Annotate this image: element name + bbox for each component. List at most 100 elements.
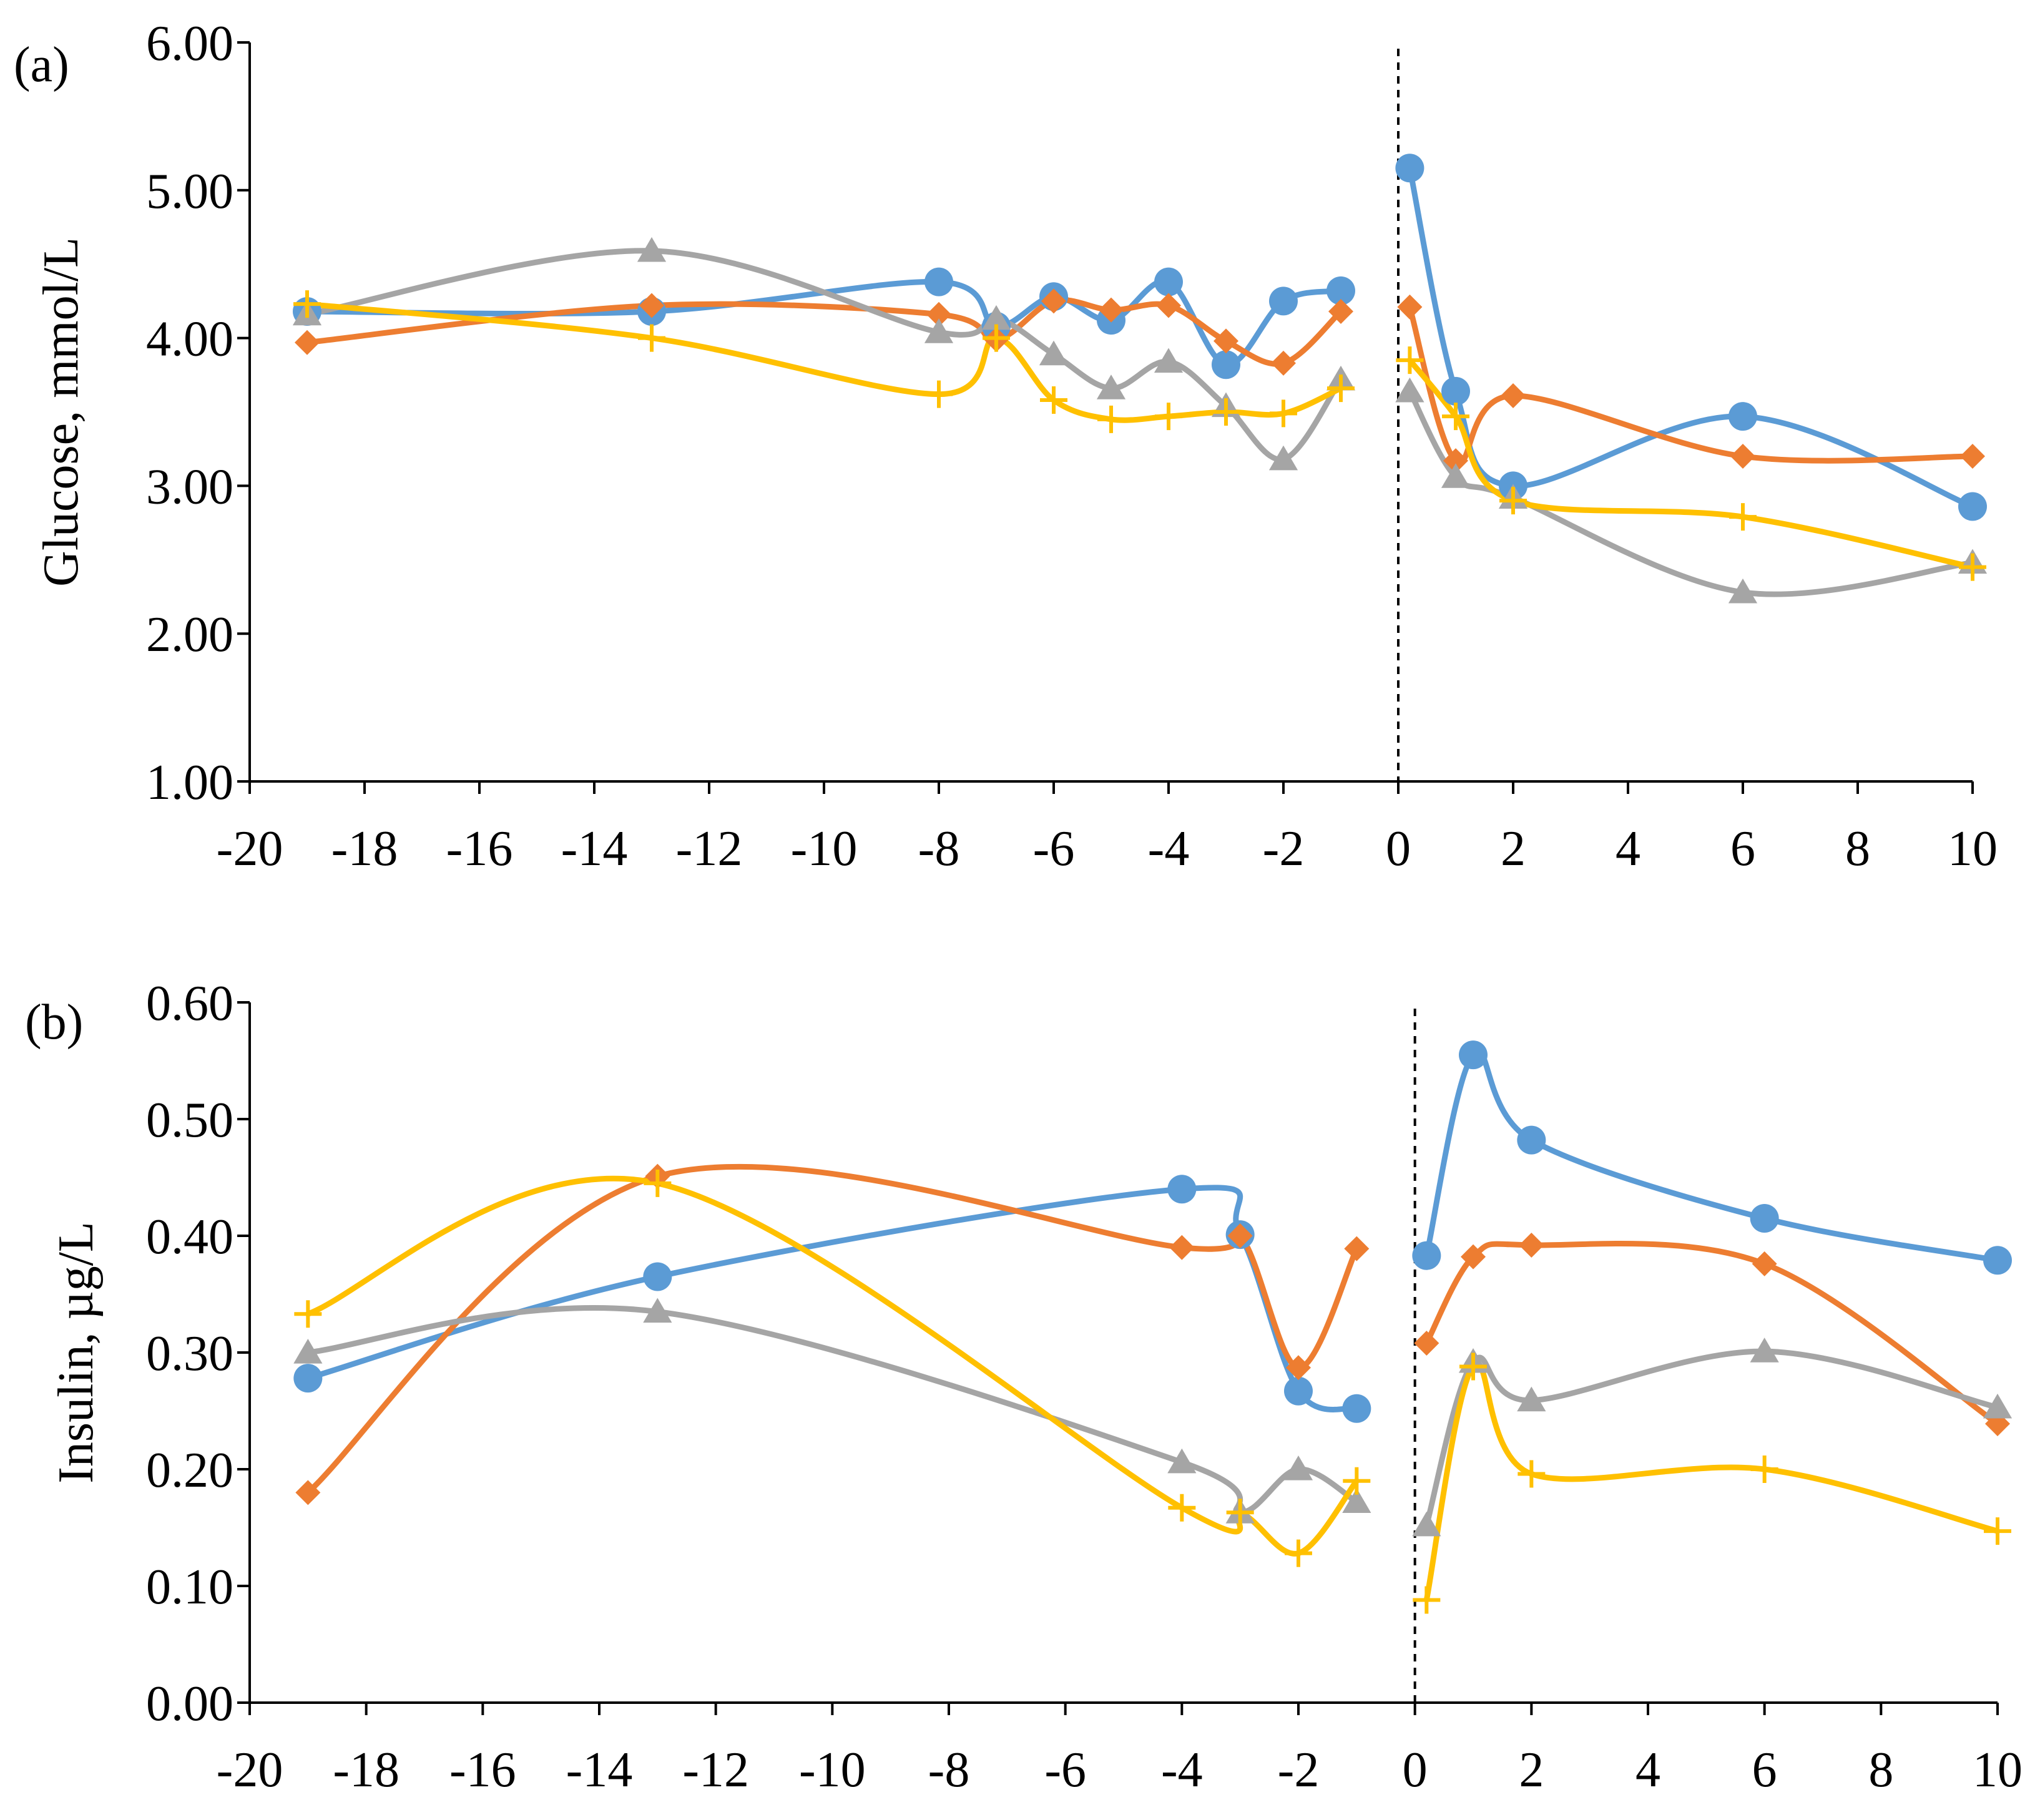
series-line-segment — [305, 1304, 1360, 1515]
y-tick-label: 2.00 — [146, 607, 233, 662]
x-tick-label: -16 — [449, 1743, 516, 1798]
data-point-circle — [924, 267, 953, 296]
data-point-circle — [1412, 1241, 1441, 1270]
data-point-triangle — [1983, 1393, 2013, 1419]
x-tick-label: -14 — [561, 821, 628, 876]
x-tick-label: -18 — [333, 1743, 400, 1798]
series-line-segment — [1423, 1241, 2001, 1427]
data-point-circle — [1167, 1175, 1197, 1204]
data-point-circle — [1441, 376, 1470, 406]
x-tick-label: -14 — [566, 1743, 633, 1798]
data-point-plus — [1984, 1517, 2011, 1545]
x-tick-label: -20 — [217, 1743, 283, 1798]
data-point-circle — [1395, 154, 1424, 183]
data-point-diamond — [1214, 328, 1238, 354]
x-tick-label: 10 — [1948, 821, 1998, 876]
data-point-triangle — [1039, 340, 1069, 366]
y-tick-label: 0.20 — [146, 1443, 233, 1498]
data-point-circle — [1728, 402, 1757, 431]
data-point-circle — [1212, 350, 1240, 379]
data-point-plus — [1729, 503, 1757, 531]
y-tick-label: 5.00 — [146, 164, 233, 219]
y-tick-label: 0.00 — [146, 1676, 233, 1731]
x-tick-label: 6 — [1730, 821, 1755, 876]
x-tick-label: 8 — [1845, 821, 1870, 876]
data-point-diamond — [1752, 1251, 1777, 1276]
data-point-diamond — [1730, 444, 1755, 469]
data-point-circle — [1983, 1246, 2012, 1275]
y-axis-title: Insulin, µg/L — [49, 1221, 104, 1483]
data-point-triangle — [643, 1298, 672, 1323]
data-point-plus — [1155, 403, 1182, 431]
series-2-markers — [295, 288, 1985, 474]
data-point-diamond — [639, 293, 664, 318]
data-point-circle — [1750, 1203, 1779, 1233]
x-tick-label: 4 — [1616, 821, 1640, 876]
x-tick-label: -10 — [799, 1743, 866, 1798]
data-point-plus — [1327, 374, 1355, 403]
data-point-plus — [1413, 1586, 1441, 1614]
data-point-plus — [1285, 1539, 1312, 1567]
x-tick-label: -18 — [331, 821, 398, 876]
data-point-plus — [1270, 399, 1297, 428]
data-point-triangle — [1517, 1386, 1546, 1412]
data-point-triangle — [1167, 1448, 1197, 1474]
data-point-circle — [643, 1262, 672, 1291]
data-point-plus — [1040, 386, 1067, 414]
x-tick-label: 2 — [1519, 1743, 1544, 1798]
y-tick-label: 0.10 — [146, 1560, 233, 1615]
data-point-circle — [293, 1364, 323, 1393]
data-point-plus — [1750, 1456, 1778, 1483]
data-point-triangle — [1395, 377, 1424, 403]
data-point-diamond — [1286, 1355, 1311, 1381]
series-2-diamond — [304, 297, 1976, 466]
series-4-markers — [293, 290, 1986, 581]
data-point-triangle — [1412, 1511, 1441, 1537]
data-point-diamond — [1501, 383, 1526, 408]
data-point-diamond — [1099, 297, 1124, 323]
y-tick-label: 0.60 — [146, 976, 233, 1031]
data-point-diamond — [1519, 1232, 1544, 1258]
data-point-plus — [1499, 487, 1527, 515]
data-point-plus — [1168, 1494, 1196, 1522]
data-point-circle — [1342, 1394, 1371, 1423]
series-3-triangle — [304, 248, 1976, 597]
data-point-circle — [1958, 492, 1987, 521]
data-point-diamond — [1397, 294, 1423, 320]
y-tick-label: 1.00 — [146, 755, 233, 810]
data-point-plus — [1097, 405, 1125, 433]
data-point-plus — [644, 1169, 672, 1197]
x-tick-label: -4 — [1148, 821, 1190, 876]
data-point-plus — [1212, 398, 1240, 426]
series-line-segment — [1406, 304, 1976, 466]
x-tick-label: -8 — [928, 1743, 970, 1798]
series-1-markers — [293, 1040, 2012, 1423]
x-tick-label: 0 — [1403, 1743, 1428, 1798]
y-tick-label: 0.50 — [146, 1093, 233, 1148]
data-point-circle — [1326, 276, 1355, 305]
x-tick-label: -8 — [918, 821, 960, 876]
x-tick-label: -2 — [1278, 1743, 1320, 1798]
series-line-segment — [305, 1175, 1360, 1557]
data-point-plus — [925, 380, 953, 408]
data-point-triangle — [293, 1339, 323, 1364]
data-point-plus — [1396, 346, 1424, 374]
data-point-diamond — [926, 301, 951, 327]
y-tick-label: 3.00 — [146, 459, 233, 514]
data-point-diamond — [1443, 448, 1468, 474]
y-tick-label: 4.00 — [146, 312, 233, 367]
data-point-triangle — [981, 305, 1011, 330]
x-tick-label: 6 — [1752, 1743, 1777, 1798]
x-tick-label: -16 — [446, 821, 513, 876]
data-point-diamond — [1328, 298, 1353, 324]
series-4-plus — [304, 301, 1976, 570]
data-point-triangle — [924, 318, 954, 343]
series-1-circle — [305, 1049, 2001, 1412]
series-3-markers — [293, 1298, 2013, 1537]
y-tick-label: 0.30 — [146, 1326, 233, 1381]
data-point-triangle — [1096, 374, 1126, 399]
series-line-segment — [1406, 388, 1976, 597]
data-point-circle — [1269, 286, 1298, 316]
data-point-plus — [1518, 1460, 1546, 1488]
